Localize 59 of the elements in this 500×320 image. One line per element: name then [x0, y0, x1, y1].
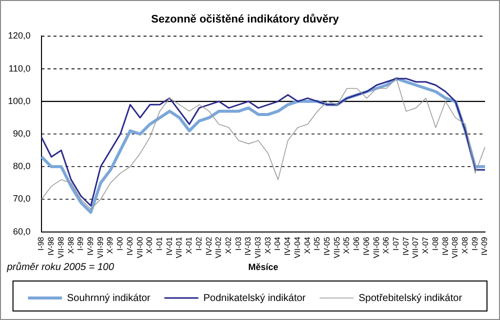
x-tick-label: IV-99 — [86, 236, 95, 256]
x-tick-label: IV-07 — [401, 236, 410, 256]
x-tick-label: VII-05 — [332, 236, 342, 258]
x-tick-label: VII-06 — [372, 236, 381, 258]
y-tick-label: 60,0 — [12, 226, 31, 236]
x-tick-label: I-04 — [273, 236, 282, 251]
y-tick-label: 120,0 — [8, 30, 31, 41]
x-tick-label: VII-02 — [214, 236, 224, 258]
x-tick-label: IV-98 — [46, 236, 56, 256]
text: průměr roku 2005 = 100 — [6, 260, 114, 273]
x-tick-label: IV-01 — [164, 236, 174, 256]
x-tick-label: VII-01 — [174, 236, 184, 258]
x-tick-label: I-05 — [312, 236, 322, 251]
x-tick-label: VII-08 — [450, 236, 460, 258]
x-tick-label: IV-08 — [440, 236, 450, 256]
x-tick-label: I-98 — [36, 236, 46, 251]
y-tick-label: 100,0 — [8, 96, 31, 106]
x-tick-label: X-98 — [66, 236, 76, 254]
x-tick-label: I-03 — [234, 236, 243, 251]
legend-label: Souhrnný indikátor — [66, 292, 152, 304]
x-tick-label: X-03 — [263, 236, 272, 254]
x-tick-label: X-05 — [342, 236, 352, 254]
x-tick-label: IV-04 — [283, 236, 292, 256]
x-tick-label: VII-04 — [292, 236, 302, 258]
x-tick-label: I-01 — [154, 236, 164, 251]
x-tick-label: VII-07 — [411, 236, 420, 258]
legend-label: Spotřebitelský indikátor — [358, 292, 463, 304]
x-tick-label: IV-00 — [125, 236, 134, 256]
x-tick-label: I-02 — [194, 236, 204, 251]
x-tick-label: X-07 — [421, 236, 430, 254]
x-tick-label: X-99 — [106, 236, 115, 254]
y-tick-label: 90,0 — [12, 128, 31, 139]
x-tick-label: IV-05 — [322, 236, 332, 256]
x-tick-label: I-06 — [352, 236, 362, 251]
y-tick-label: 70,0 — [12, 194, 31, 204]
x-tick-label: IV-02 — [204, 236, 214, 256]
x-tick-label: I-07 — [392, 236, 401, 251]
x-tick-label: I-00 — [116, 236, 125, 251]
x-tick-label: I-08 — [430, 236, 440, 251]
x-tick-label: IV-09 — [480, 236, 490, 256]
x-tick-label: X-08 — [460, 236, 470, 254]
x-tick-label: X-00 — [145, 236, 154, 254]
x-tick-label: VII-98 — [56, 236, 66, 258]
x-tick-label: VII-00 — [135, 236, 144, 258]
x-tick-label: X-04 — [302, 236, 312, 254]
legend-label: Podnikatelský indikátor — [203, 292, 306, 304]
y-tick-label: 110,0 — [8, 63, 31, 74]
x-tick-label: I-09 — [470, 236, 480, 251]
x-tick-label: VII-03 — [254, 236, 263, 258]
x-axis-title: Měsíce — [248, 262, 278, 272]
x-tick-label: X-02 — [224, 236, 233, 254]
y-tick-label: 80,0 — [12, 161, 31, 172]
x-tick-label: IV-06 — [362, 236, 371, 256]
chart-title: Sezonně očištěné indikátory důvěry — [151, 14, 340, 26]
x-tick-label: IV-03 — [244, 236, 253, 256]
x-tick-label: I-99 — [76, 236, 86, 251]
x-tick-label: X-06 — [382, 236, 391, 254]
x-tick-label: X-01 — [184, 236, 194, 254]
x-tick-label: VII-99 — [96, 236, 105, 258]
